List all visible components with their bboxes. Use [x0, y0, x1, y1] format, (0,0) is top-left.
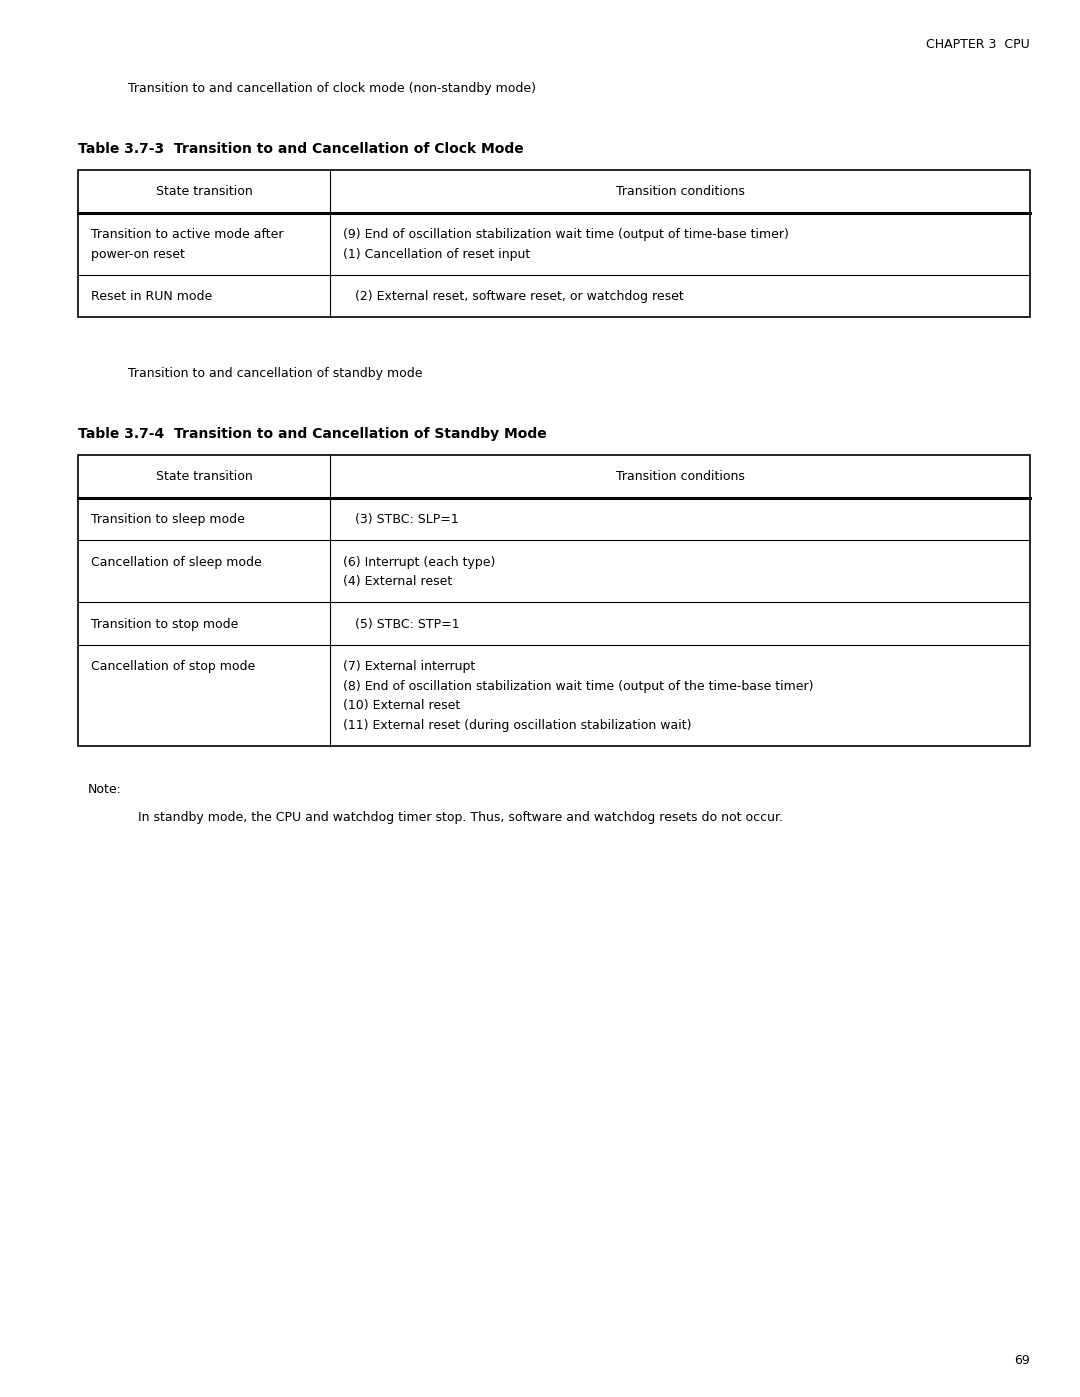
- Bar: [78, 170, 1030, 317]
- Text: Table 3.7-4  Transition to and Cancellation of Standby Mode: Table 3.7-4 Transition to and Cancellati…: [78, 427, 546, 441]
- Text: Transition to active mode after: Transition to active mode after: [91, 228, 283, 242]
- Text: State transition: State transition: [156, 469, 253, 483]
- Text: Transition to stop mode: Transition to stop mode: [91, 617, 239, 630]
- Text: Note:: Note:: [87, 784, 122, 796]
- Text: (6) Interrupt (each type): (6) Interrupt (each type): [343, 556, 496, 569]
- Text: power-on reset: power-on reset: [91, 247, 185, 261]
- Text: Cancellation of stop mode: Cancellation of stop mode: [91, 661, 255, 673]
- Text: (8) End of oscillation stabilization wait time (output of the time-base timer): (8) End of oscillation stabilization wai…: [343, 680, 814, 693]
- Text: (11) External reset (during oscillation stabilization wait): (11) External reset (during oscillation …: [343, 718, 692, 732]
- Text: Transition conditions: Transition conditions: [616, 184, 744, 198]
- Text: Transition to sleep mode: Transition to sleep mode: [91, 513, 245, 527]
- Text: (9) End of oscillation stabilization wait time (output of time-base timer): (9) End of oscillation stabilization wai…: [343, 228, 789, 242]
- Text: Reset in RUN mode: Reset in RUN mode: [91, 291, 213, 303]
- Bar: [78, 455, 1030, 746]
- Text: (2) External reset​, software reset, or watchdog reset: (2) External reset​, software reset, or …: [343, 291, 684, 303]
- Text: (4) External reset: (4) External reset: [343, 576, 453, 588]
- Text: Cancellation of sleep mode: Cancellation of sleep mode: [91, 556, 261, 569]
- Text: Transition conditions: Transition conditions: [616, 469, 744, 483]
- Text: Transition to and cancellation of standby mode: Transition to and cancellation of standb…: [129, 367, 422, 380]
- Text: CHAPTER 3  CPU: CHAPTER 3 CPU: [927, 38, 1030, 52]
- Text: In standby mode, the CPU and watchdog timer stop. Thus, software and watchdog re: In standby mode, the CPU and watchdog ti…: [138, 812, 783, 824]
- Text: (7) External interrupt: (7) External interrupt: [343, 661, 475, 673]
- Text: Transition to and cancellation of clock mode (non-standby mode): Transition to and cancellation of clock …: [129, 82, 536, 95]
- Text: (1) Cancellation of reset input: (1) Cancellation of reset input: [343, 247, 530, 261]
- Text: State transition: State transition: [156, 184, 253, 198]
- Text: 69: 69: [1014, 1354, 1030, 1368]
- Text: (3) STBC: SLP=1: (3) STBC: SLP=1: [343, 513, 459, 527]
- Text: (10) External reset: (10) External reset: [343, 700, 460, 712]
- Text: Table 3.7-3  Transition to and Cancellation of Clock Mode: Table 3.7-3 Transition to and Cancellati…: [78, 142, 524, 156]
- Text: (5) STBC: STP=1: (5) STBC: STP=1: [343, 617, 460, 630]
